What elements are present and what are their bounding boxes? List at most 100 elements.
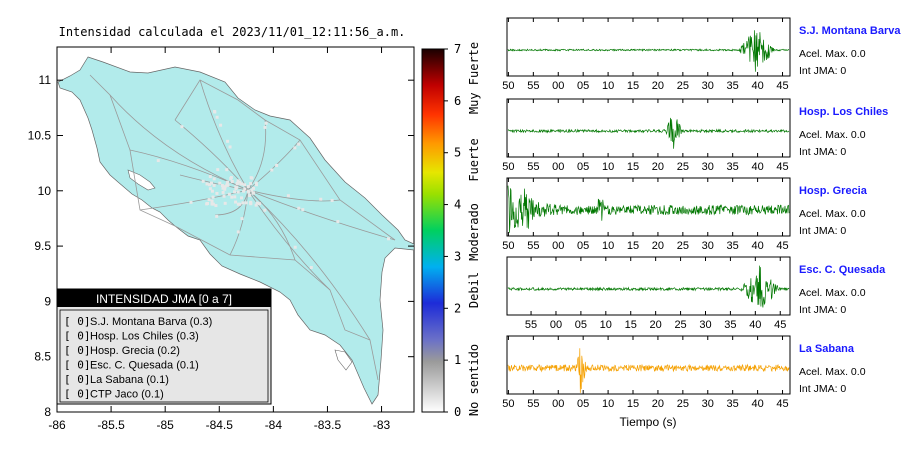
legend-item-name: Esc. C. Quesada (0.1) xyxy=(90,360,199,372)
town-dot xyxy=(214,204,218,208)
waveform-tick-label: 00 xyxy=(550,319,562,331)
town-dot xyxy=(263,208,267,212)
station-accel: Acel. Max. 0.0 xyxy=(799,287,866,299)
waveform-tick-label: 20 xyxy=(652,398,664,410)
town-dot xyxy=(223,187,227,191)
road xyxy=(199,79,249,191)
town-dot xyxy=(235,181,239,185)
colorbar-intensity-label: Moderado xyxy=(467,203,481,261)
town-dot xyxy=(212,183,216,187)
legend-header xyxy=(57,289,271,307)
colorbar-tick-label: 6 xyxy=(454,94,461,108)
road xyxy=(229,189,249,256)
road xyxy=(214,189,249,216)
town-dot xyxy=(263,125,267,129)
town-dot xyxy=(251,186,255,190)
town-dot xyxy=(250,188,254,192)
town-dot xyxy=(226,139,230,143)
waveform-tick-label: 40 xyxy=(751,398,763,410)
waveform-tick-label: 25 xyxy=(674,319,686,331)
map-x-tick-label: -85 xyxy=(157,418,175,432)
town-dot xyxy=(275,163,279,167)
station-accel: Acel. Max. 0.0 xyxy=(799,208,866,220)
town-dots xyxy=(156,109,391,270)
town-dot xyxy=(230,195,234,199)
waveform-tick-label: 25 xyxy=(677,398,689,410)
waveform-tick-label: 40 xyxy=(751,80,763,92)
colorbar-intensity-label: Debil xyxy=(467,272,481,308)
station-name: Esc. C. Quesada xyxy=(799,264,886,276)
waveform-tick-label: 50 xyxy=(502,240,514,252)
waveform-tick-label: 05 xyxy=(577,398,589,410)
town-dot xyxy=(210,189,214,193)
legend-item-bracket: [ 0] xyxy=(64,373,91,386)
station-name: S.J. Montana Barva xyxy=(799,25,901,37)
town-dot xyxy=(293,146,297,150)
town-dot xyxy=(238,180,242,184)
station-name: Hosp. Los Chiles xyxy=(799,106,888,118)
waveform-tick-label: 15 xyxy=(627,398,639,410)
intensity-colorbar: 7 6 5 4 3 2 1 0 Muy Fuerte Fuerte Moderado Debil No… xyxy=(421,42,481,419)
town-dot xyxy=(213,110,217,114)
town-dot xyxy=(212,177,216,181)
station-name: La Sabana xyxy=(799,343,855,355)
legend-item-name: Hosp. Los Chiles (0.3) xyxy=(90,331,199,343)
town-dot xyxy=(251,191,255,195)
costa-rica-land xyxy=(57,56,414,405)
waveform-panels: 50 55 00 05 10 15 20 25 30 35 40 45 S.J. Montana Bar… xyxy=(502,17,901,410)
waveform-tick-label: 20 xyxy=(652,240,664,252)
town-dot xyxy=(219,123,223,127)
town-dot xyxy=(229,177,233,181)
waveform-trace xyxy=(507,185,790,233)
road xyxy=(174,79,396,241)
town-dot xyxy=(227,192,231,196)
town-dot xyxy=(297,142,301,146)
colorbar-intensity-label: Fuerte xyxy=(467,138,481,181)
waveform-tick-label: 55 xyxy=(525,319,537,331)
town-dot xyxy=(309,266,313,270)
town-dot xyxy=(205,182,209,186)
town-dot xyxy=(387,237,391,241)
town-dot xyxy=(255,201,259,205)
town-dot xyxy=(222,194,226,198)
waveform-panel: 50 55 00 05 10 15 20 25 30 35 40 45 S.J. Montana Bar… xyxy=(502,17,901,92)
waveform-tick-label: 20 xyxy=(650,319,662,331)
waveform-panel: 50 55 00 05 10 15 20 25 30 35 40 45 La Sabana Acel. M… xyxy=(502,335,866,410)
town-dot xyxy=(264,121,268,125)
map-x-axis: -86 -85.5 -85 -84.5 -84 -83.5 -83 xyxy=(48,47,391,432)
colorbar-intensity-label: No sentido xyxy=(467,344,481,416)
town-dot xyxy=(301,208,305,212)
station-intensity: Int JMA: 0 xyxy=(799,304,846,316)
waveform-tick-label: 30 xyxy=(702,161,714,173)
town-dot xyxy=(215,214,219,218)
waveform-tick-label: 40 xyxy=(749,319,761,331)
town-dot xyxy=(223,201,227,205)
town-dot xyxy=(240,217,244,221)
legend-item-name: La Sabana (0.1) xyxy=(90,374,169,386)
town-dot xyxy=(221,186,225,190)
map-y-tick-label: 11 xyxy=(39,73,52,87)
legend-item-bracket: [ 0] xyxy=(64,344,91,357)
legend-item-name: CTP Jaco (0.1) xyxy=(90,389,164,401)
waveform-trace xyxy=(507,265,790,308)
town-dot xyxy=(201,179,205,183)
town-dot xyxy=(258,202,262,206)
waveform-tick-label: 55 xyxy=(527,398,539,410)
town-dot xyxy=(223,185,227,189)
town-dot xyxy=(254,203,258,207)
station-name: Hosp. Grecia xyxy=(799,185,868,197)
town-dot xyxy=(210,202,214,206)
town-dot xyxy=(208,175,212,179)
town-dot xyxy=(330,198,334,202)
station-accel: Acel. Max. 0.0 xyxy=(799,366,866,378)
waveform-tick-label: 35 xyxy=(727,161,739,173)
town-dot xyxy=(218,181,222,185)
town-dot xyxy=(221,190,225,194)
town-dot xyxy=(180,125,184,129)
town-dot xyxy=(228,145,232,149)
colorbar-tick-label: 1 xyxy=(454,353,461,367)
station-intensity: Int JMA: 0 xyxy=(799,65,846,77)
colorbar-tick-label: 0 xyxy=(454,405,461,419)
waveform-tick-label: 25 xyxy=(677,161,689,173)
